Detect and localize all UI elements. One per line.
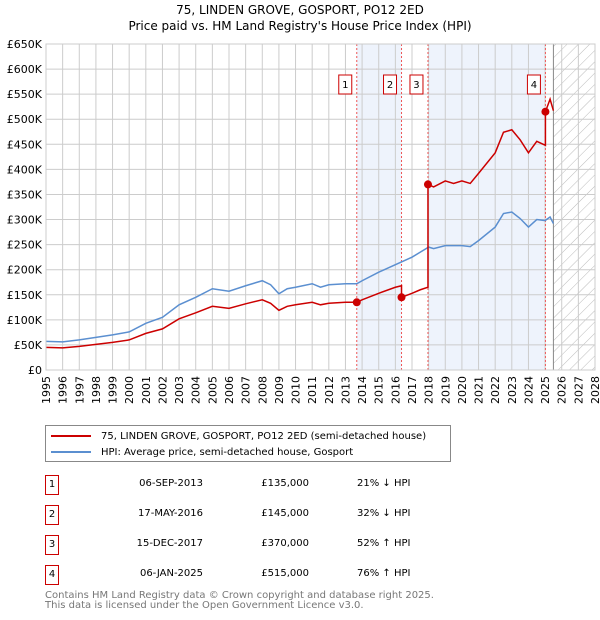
sale-point [423, 180, 432, 189]
y-tick-label: £350K [7, 188, 43, 201]
y-tick-label: £650K [7, 38, 43, 51]
x-tick-label: 2017 [406, 376, 419, 404]
legend-label: HPI: Average price, semi-detached house,… [101, 446, 354, 458]
sale-label-box [383, 74, 398, 95]
sale-row: 2 17-MAY-2016 £145,000 32% ↓ HPI [45, 505, 465, 525]
y-tick-label: £100K [7, 314, 43, 327]
chart-title: 75, LINDEN GROVE, GOSPORT, PO12 2ED [176, 3, 424, 17]
sale-number: 3 [45, 535, 59, 555]
legend-item-hpi: HPI: Average price, semi-detached house,… [51, 444, 353, 460]
legend-swatch [51, 435, 91, 437]
x-tick-label: 2007 [240, 376, 253, 404]
x-tick-label: 1995 [40, 376, 53, 404]
x-tick-label: 2025 [539, 376, 552, 404]
x-tick-label: 2001 [140, 376, 153, 404]
x-tick-label: 1996 [57, 376, 70, 404]
sale-price: £145,000 [261, 508, 309, 519]
x-tick-label: 2004 [190, 376, 203, 404]
x-tick-label: 1997 [73, 376, 86, 404]
x-tick-label: 2010 [290, 376, 303, 404]
sale-row: 3 15-DEC-2017 £370,000 52% ↑ HPI [45, 535, 465, 555]
footer: Contains HM Land Registry data © Crown c… [45, 591, 434, 611]
sale-number: 4 [45, 565, 59, 585]
x-tick-label: 1998 [90, 376, 103, 404]
footer-line: Contains HM Land Registry data © Crown c… [45, 590, 434, 601]
sale-hpi-diff: 52% ↑ HPI [357, 538, 411, 549]
legend-swatch [51, 451, 91, 453]
x-tick-label: 2005 [206, 376, 219, 404]
y-tick-label: £600K [7, 63, 43, 76]
sale-label-box [526, 74, 541, 95]
x-tick-label: 2023 [506, 376, 519, 404]
sale-price: £135,000 [261, 478, 309, 489]
x-tick-label: 2027 [572, 376, 585, 404]
x-tick-label: 2022 [489, 376, 502, 404]
sale-date: 15-DEC-2017 [136, 538, 203, 549]
sale-label: 4 [531, 80, 537, 91]
y-tick-label: £250K [7, 239, 43, 252]
x-tick-label: 2020 [456, 376, 469, 404]
x-tick-label: 2011 [306, 376, 319, 404]
sale-date: 06-SEP-2013 [139, 478, 203, 489]
x-tick-label: 2014 [356, 376, 369, 404]
x-tick-label: 2028 [589, 376, 600, 404]
sale-label: 3 [413, 80, 419, 91]
x-tick-label: 2000 [123, 376, 136, 404]
sale-number: 1 [45, 475, 59, 495]
property-series-line [45, 96, 555, 349]
legend-label: 75, LINDEN GROVE, GOSPORT, PO12 2ED (sem… [101, 430, 427, 442]
y-tick-label: £450K [7, 138, 43, 151]
sale-row: 1 06-SEP-2013 £135,000 21% ↓ HPI [45, 475, 465, 495]
sale-hpi-diff: 32% ↓ HPI [357, 508, 411, 519]
x-tick-label: 2018 [423, 376, 436, 404]
x-tick-label: 1999 [107, 376, 120, 404]
y-tick-label: £50K [14, 339, 43, 352]
sale-point [397, 293, 406, 302]
y-tick-label: £150K [7, 289, 43, 302]
footer-line: This data is licensed under the Open Gov… [45, 600, 364, 611]
sale-point [352, 298, 361, 307]
sale-hpi-diff: 76% ↑ HPI [357, 568, 411, 579]
sale-label-box [338, 74, 353, 95]
y-tick-label: £300K [7, 214, 43, 227]
y-tick-label: £400K [7, 163, 43, 176]
y-tick-label: £0 [28, 364, 42, 377]
sale-date: 17-MAY-2016 [137, 508, 203, 519]
x-tick-label: 2009 [273, 376, 286, 404]
sale-hpi-diff: 21% ↓ HPI [357, 478, 411, 489]
x-tick-label: 2026 [556, 376, 569, 404]
sale-date: 06-JAN-2025 [139, 568, 203, 579]
sale-label: 1 [342, 80, 348, 91]
y-tick-label: £550K [7, 88, 43, 101]
sale-price: £515,000 [261, 568, 309, 579]
x-tick-label: 2012 [323, 376, 336, 404]
legend: 75, LINDEN GROVE, GOSPORT, PO12 2ED (sem… [45, 425, 451, 462]
x-tick-label: 2019 [439, 376, 452, 404]
sale-point [541, 107, 550, 116]
x-tick-label: 2002 [156, 376, 169, 404]
chart-subtitle: Price paid vs. HM Land Registry's House … [128, 19, 472, 33]
sale-label-box [409, 74, 424, 95]
x-tick-label: 2008 [256, 376, 269, 404]
x-tick-label: 2016 [389, 376, 402, 404]
legend-item-property: 75, LINDEN GROVE, GOSPORT, PO12 2ED (sem… [51, 428, 426, 444]
hpi-series-line [45, 211, 555, 343]
x-tick-label: 2024 [522, 376, 535, 404]
sale-number: 2 [45, 505, 59, 525]
y-tick-label: £500K [7, 113, 43, 126]
sale-label: 2 [387, 80, 393, 91]
x-tick-label: 2006 [223, 376, 236, 404]
x-tick-label: 2013 [339, 376, 352, 404]
sale-price: £370,000 [261, 538, 309, 549]
x-tick-label: 2021 [473, 376, 486, 404]
shaded-period [427, 44, 546, 370]
x-tick-label: 2015 [373, 376, 386, 404]
plot-border [45, 43, 596, 371]
x-tick-label: 2003 [173, 376, 186, 404]
forecast-hatch [553, 44, 595, 370]
y-tick-label: £200K [7, 264, 43, 277]
plot-area: £0 £50K £100K £150K £200K £250K £300K £350K £400… [7, 38, 600, 404]
sale-row: 4 06-JAN-2025 £515,000 76% ↑ HPI [45, 565, 465, 585]
